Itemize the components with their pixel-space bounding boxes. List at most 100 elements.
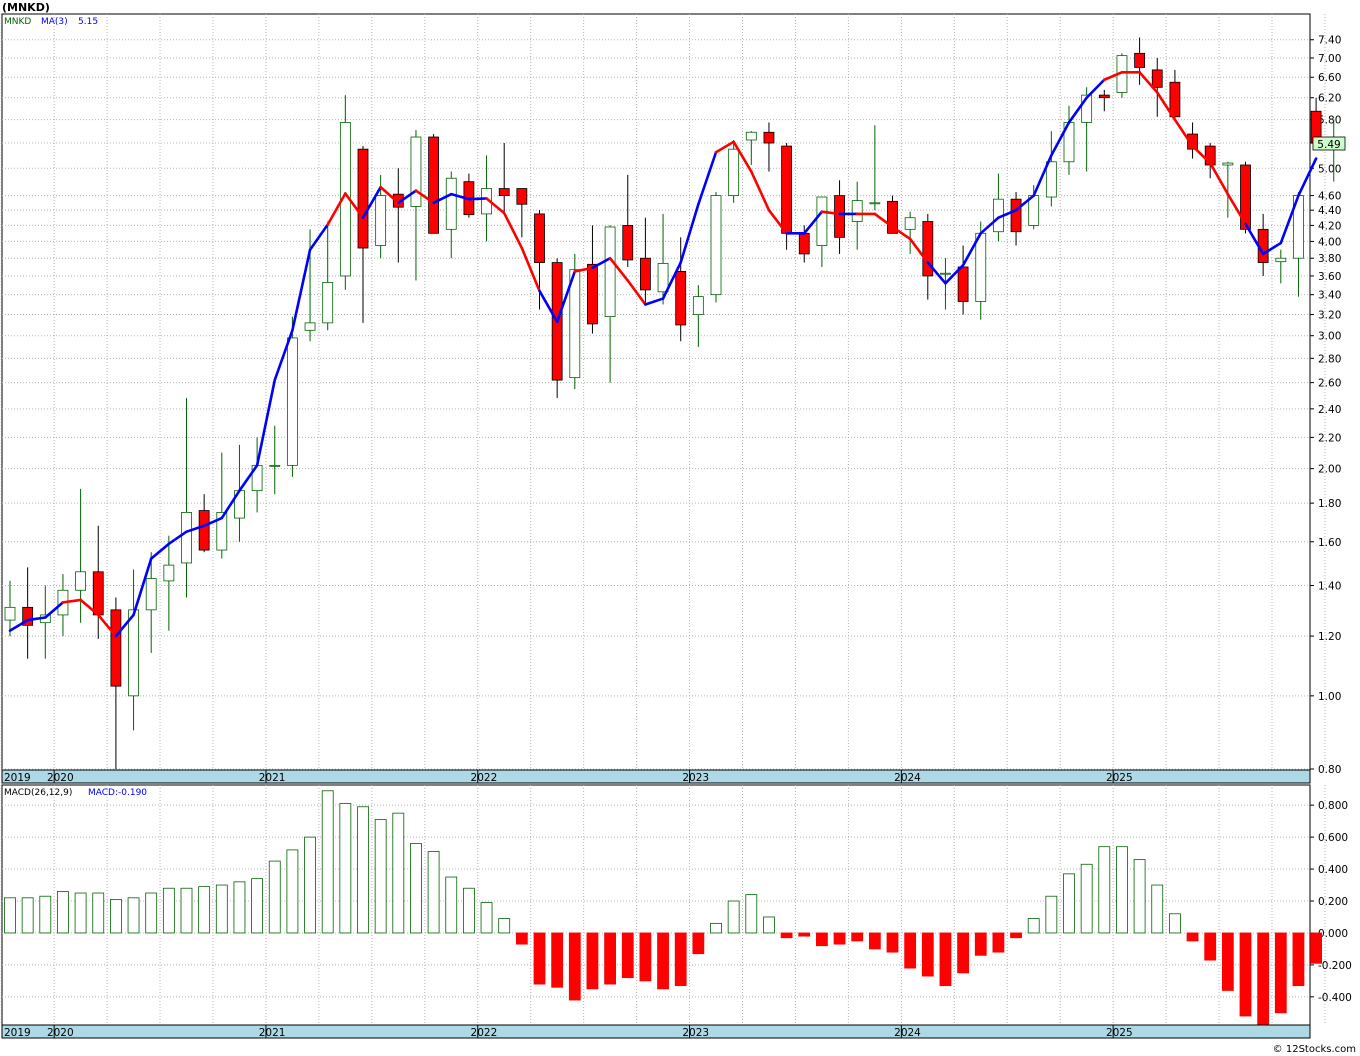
candle [516, 188, 528, 238]
macd-tick-label: -0.400 [1318, 992, 1352, 1004]
candle [1081, 87, 1093, 172]
candle [22, 567, 34, 659]
candle [1151, 57, 1163, 117]
price-tick-label: 3.20 [1318, 310, 1341, 322]
candle [728, 140, 740, 203]
price-tick-label: 0.80 [1318, 764, 1341, 776]
macd-bar [551, 932, 564, 988]
candle [410, 129, 422, 281]
macd-x-axis-labels: 2019 2020 2021 2022 2023 2024 2025 [4, 1025, 1133, 1039]
ma-segment [1173, 118, 1194, 148]
price-date-axis [1, 769, 1311, 784]
candle-body-up [657, 263, 669, 293]
macd-bar [992, 932, 1005, 953]
candle-body-up [869, 202, 881, 205]
ma-segment [1208, 161, 1230, 196]
ma-segment [997, 208, 1018, 219]
ma-segment [8, 618, 29, 632]
macd-bar [1098, 846, 1111, 934]
macd-bar [533, 932, 546, 985]
ma-segment [61, 598, 82, 604]
ma-segment [591, 256, 612, 270]
ma-segment [344, 192, 365, 219]
candle [692, 285, 704, 347]
macd-bar [57, 891, 69, 934]
candle [657, 213, 669, 305]
candle [763, 122, 775, 172]
macd-bar [1274, 932, 1287, 1014]
candle-body-down [1098, 94, 1110, 99]
candle-body-up [604, 226, 616, 318]
ma-segment [926, 261, 947, 285]
candle [1169, 69, 1181, 120]
ma-segment [1261, 241, 1283, 256]
chart-title: (MNKD) [2, 1, 50, 14]
candle-body-down [622, 225, 634, 261]
macd-tick-label: 0.000 [1318, 928, 1348, 940]
ma-segment [1226, 192, 1247, 226]
macd-bar [427, 851, 440, 934]
macd-bar [657, 932, 669, 990]
macd-bar [21, 897, 34, 934]
macd-bar [198, 886, 211, 934]
macd-bar [145, 892, 158, 934]
candle-body-up [286, 337, 298, 466]
macd-bar [886, 932, 899, 953]
ma-segment [873, 212, 894, 229]
ma-segment [732, 140, 753, 173]
candle-body-up [816, 196, 828, 246]
macd-date-axis [1, 1024, 1311, 1039]
candle-body-up [569, 269, 581, 379]
macd-bar [1045, 895, 1058, 934]
macd-bar [286, 849, 299, 934]
candle [4, 580, 16, 637]
candle-body-up [1222, 162, 1234, 166]
ma-segment [185, 524, 206, 533]
ma-segment [626, 279, 647, 306]
price-tick-label: 3.40 [1318, 290, 1341, 302]
macd-bar [921, 932, 934, 977]
macd-bar [321, 790, 334, 934]
ma-segment [220, 489, 241, 520]
macd-bar [215, 884, 228, 934]
macd-bar [763, 916, 775, 934]
candle-body-up [728, 148, 740, 196]
ma-segment [979, 216, 1000, 235]
price-tick-label: 7.00 [1318, 53, 1341, 65]
ma-segment [1050, 121, 1071, 157]
macd-tick-label: 0.800 [1318, 800, 1348, 812]
year-label: 2022 [471, 772, 498, 784]
candle-body-down [834, 195, 845, 238]
macd-bar [1151, 884, 1164, 934]
candle [128, 569, 139, 731]
candle-body-down [516, 188, 528, 205]
candle-body-up [851, 200, 863, 222]
candle [904, 211, 916, 254]
price-tick-label: 4.40 [1318, 205, 1341, 217]
macd-bar [4, 897, 16, 934]
candle-body-up [975, 232, 987, 302]
macd-bar [268, 860, 281, 934]
price-tick-label: 3.00 [1318, 331, 1341, 343]
legend-symbol: MNKD [4, 17, 31, 27]
macd-bar [1027, 918, 1040, 934]
candle [269, 425, 281, 495]
candle [428, 134, 440, 234]
candle-body-down [498, 188, 510, 196]
candle [163, 535, 175, 631]
macd-bar [780, 932, 793, 939]
ma-segment [291, 248, 312, 332]
macd-bar [604, 932, 616, 985]
candle-body-down [587, 263, 598, 325]
candle [622, 174, 634, 267]
macd-bar [1063, 873, 1075, 934]
candle [357, 146, 369, 323]
ma-segment [573, 266, 594, 273]
macd-bar [621, 932, 634, 979]
year-label: 2024 [894, 772, 921, 784]
macd-bar [1133, 859, 1146, 934]
macd-bar [110, 899, 122, 934]
candle [745, 131, 757, 165]
last-price-tag-bg [1312, 136, 1346, 151]
candle [640, 217, 651, 305]
